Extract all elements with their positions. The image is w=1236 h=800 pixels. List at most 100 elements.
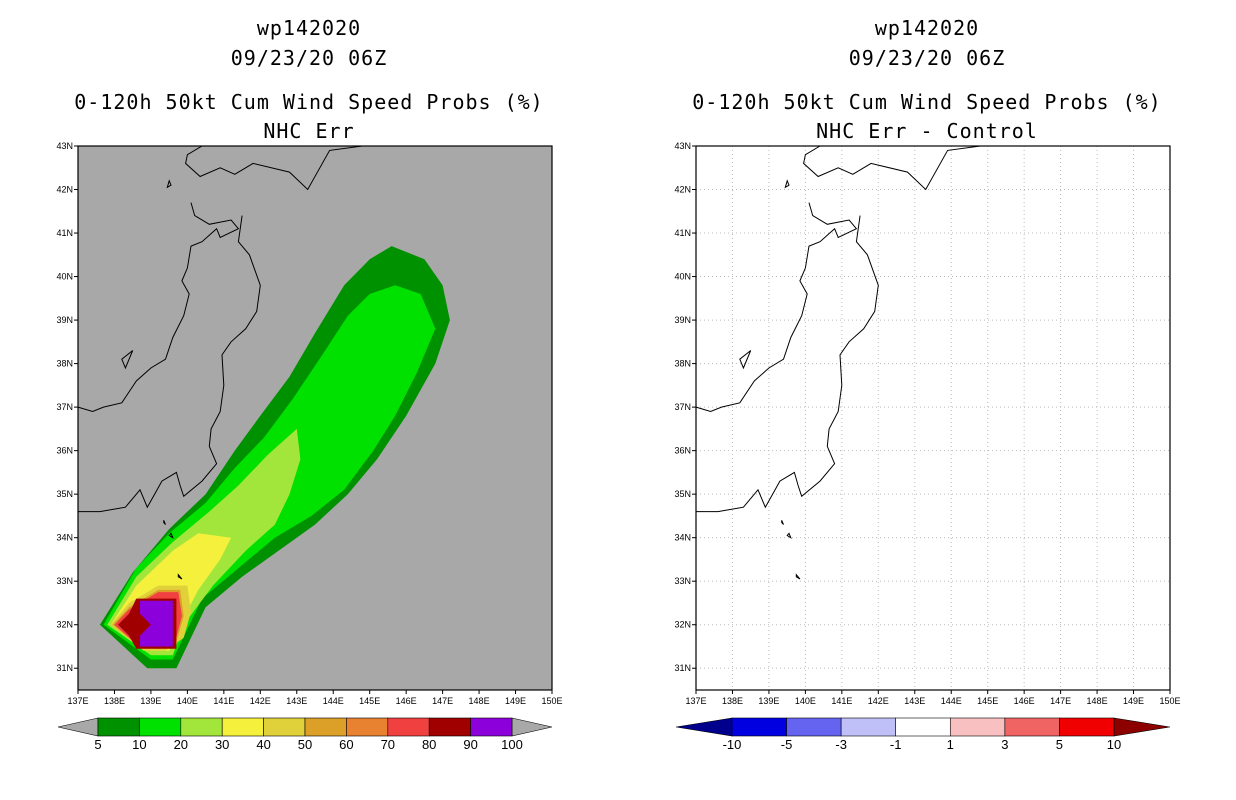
colorbar-label: 10 <box>1107 737 1121 752</box>
right-title-date: 09/23/20 06Z <box>848 46 1006 70</box>
y-tick-label: 34N <box>56 533 73 543</box>
y-tick-label: 43N <box>56 141 73 151</box>
island-outline <box>786 532 792 539</box>
x-tick-label: 147E <box>432 696 453 706</box>
colorbar-swatch <box>840 717 897 737</box>
colorbar-end-low <box>675 717 733 737</box>
y-tick-label: 40N <box>56 272 73 282</box>
colorbar-swatch <box>470 717 513 737</box>
x-tick-label: 143E <box>286 696 307 706</box>
island-outline <box>784 179 790 189</box>
colorbar-label: 3 <box>1001 737 1008 752</box>
y-tick-label: 34N <box>674 533 691 543</box>
colorbar-swatch <box>139 717 182 737</box>
y-tick-label: 40N <box>674 272 691 282</box>
colorbar-end-high <box>511 717 553 737</box>
left-title-date: 09/23/20 06Z <box>230 46 388 70</box>
right-subtitle-method: NHC Err - Control <box>816 119 1038 143</box>
colorbar-label: 80 <box>422 737 436 752</box>
colorbar-swatch <box>895 717 951 737</box>
left-title-storm: wp142020 <box>256 16 362 40</box>
colorbar-end-high <box>1113 717 1171 737</box>
colorbar-label: -1 <box>890 737 902 752</box>
colorbar-end-low <box>57 717 99 737</box>
colorbar-label: 5 <box>94 737 101 752</box>
y-tick-label: 35N <box>56 489 73 499</box>
y-tick-label: 35N <box>674 489 691 499</box>
x-tick-label: 143E <box>904 696 925 706</box>
y-tick-label: 38N <box>56 359 73 369</box>
colorbar-label: 10 <box>132 737 146 752</box>
colorbar-label: 30 <box>215 737 229 752</box>
y-tick-label: 38N <box>674 359 691 369</box>
colorbar-swatch <box>428 717 471 737</box>
y-tick-label: 33N <box>674 576 691 586</box>
colorbar-label: 90 <box>463 737 477 752</box>
island-outline <box>168 532 174 539</box>
x-tick-label: 138E <box>104 696 125 706</box>
right-title-storm: wp142020 <box>874 16 980 40</box>
x-tick-label: 141E <box>213 696 234 706</box>
y-tick-label: 37N <box>56 402 73 412</box>
x-tick-label: 144E <box>941 696 962 706</box>
plot-frame <box>695 145 1171 691</box>
x-tick-label: 140E <box>795 696 816 706</box>
x-tick-label: 148E <box>469 696 490 706</box>
x-tick-label: 150E <box>1159 696 1180 706</box>
colorbar-label: 5 <box>1056 737 1063 752</box>
x-tick-label: 149E <box>505 696 526 706</box>
colorbar-label: 20 <box>174 737 188 752</box>
colorbar-swatch <box>304 717 347 737</box>
island-outline <box>121 350 134 370</box>
x-tick-label: 142E <box>250 696 271 706</box>
plot-frame <box>77 145 553 691</box>
colorbar-swatch <box>786 717 842 737</box>
colorbar-label: 70 <box>381 737 395 752</box>
island-outline <box>177 573 183 580</box>
y-tick-label: 39N <box>674 315 691 325</box>
colorbar-label: -3 <box>835 737 847 752</box>
colorbar-swatch <box>346 717 389 737</box>
x-tick-label: 141E <box>831 696 852 706</box>
y-tick-label: 43N <box>674 141 691 151</box>
x-tick-label: 147E <box>1050 696 1071 706</box>
y-tick-label: 33N <box>56 576 73 586</box>
y-tick-label: 36N <box>674 446 691 456</box>
x-tick-label: 137E <box>67 696 88 706</box>
coastline <box>77 145 363 513</box>
x-tick-label: 150E <box>541 696 562 706</box>
island-outline <box>739 350 752 370</box>
y-tick-label: 39N <box>56 315 73 325</box>
island-outline <box>166 179 172 189</box>
x-tick-label: 139E <box>758 696 779 706</box>
right-map-chart: 137E 138E 139E 140E 141E 142E 143E 144E 145E 146E… <box>674 141 1180 752</box>
colorbar-label: -5 <box>781 737 793 752</box>
y-tick-label: 42N <box>56 185 73 195</box>
x-tick-label: 145E <box>359 696 380 706</box>
colorbar-swatch <box>97 717 140 737</box>
x-tick-label: 142E <box>868 696 889 706</box>
y-tick-label: 31N <box>56 663 73 673</box>
colorbar-swatch <box>731 717 787 737</box>
colorbar-swatch <box>949 717 1006 737</box>
y-tick-label: 42N <box>674 185 691 195</box>
colorbar-label: 60 <box>339 737 353 752</box>
colorbar-swatch <box>180 717 223 737</box>
y-tick-label: 31N <box>674 663 691 673</box>
x-tick-label: 148E <box>1087 696 1108 706</box>
x-tick-label: 144E <box>323 696 344 706</box>
left-subtitle-method: NHC Err <box>263 119 355 143</box>
x-tick-label: 138E <box>722 696 743 706</box>
y-tick-label: 32N <box>56 620 73 630</box>
right-map-panel: wp142020 09/23/20 06Z 0-120h 50kt Cum Wi… <box>618 0 1236 800</box>
contour-fill-90 <box>140 600 173 647</box>
right-subtitle-product: 0-120h 50kt Cum Wind Speed Probs (%) <box>692 90 1162 114</box>
colorbar-label: 40 <box>256 737 270 752</box>
colorbar-swatch <box>1059 717 1115 737</box>
colorbar-swatch <box>1004 717 1060 737</box>
y-tick-label: 36N <box>56 446 73 456</box>
left-map-panel: wp142020 09/23/20 06Z 0-120h 50kt Cum Wi… <box>56 16 562 752</box>
colorbar-swatch <box>221 717 264 737</box>
y-tick-label: 41N <box>56 228 73 238</box>
x-tick-label: 139E <box>140 696 161 706</box>
